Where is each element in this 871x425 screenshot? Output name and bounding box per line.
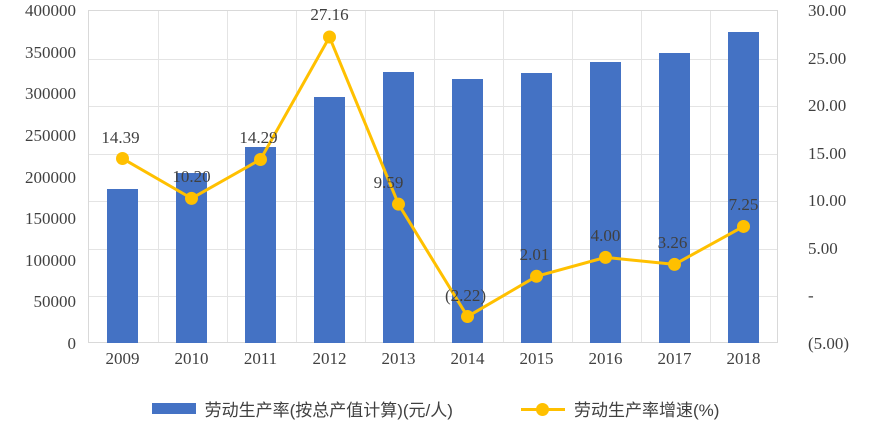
x-tick-2011: 2011 <box>243 349 278 368</box>
x-tick-2014: 2014 <box>450 349 485 368</box>
right-tick-10.00: 10.00 <box>808 191 847 211</box>
bar-2012 <box>313 96 346 343</box>
left-tick-50000: 50000 <box>33 292 77 312</box>
bar-2011 <box>244 147 277 343</box>
line-marker-swatch-icon <box>520 402 565 416</box>
right-tick-15.00: 15.00 <box>808 143 847 163</box>
data-label-2017: 3.26 <box>657 233 688 253</box>
data-label-2011: 14.29 <box>239 128 278 148</box>
left-tick-100000: 100000 <box>25 250 76 270</box>
data-label-2012: 27.16 <box>310 5 349 25</box>
x-tick-2016: 2016 <box>588 349 623 368</box>
right-tick--: - <box>808 286 814 306</box>
data-label-2013: 9.59 <box>373 173 404 193</box>
chart-legend: 劳动生产率(按总产值计算)(元/人) 劳动生产率增速(%) <box>0 396 871 421</box>
bar-2018 <box>727 32 760 343</box>
x-tick-2015: 2015 <box>519 349 554 368</box>
left-tick-200000: 200000 <box>25 167 76 187</box>
bar-2016 <box>589 62 622 343</box>
left-tick-250000: 250000 <box>25 125 76 145</box>
bar-2017 <box>658 53 691 343</box>
data-label-2014: (2.22) <box>444 285 487 305</box>
bar-swatch-icon <box>151 403 196 414</box>
right-tick-25.00: 25.00 <box>808 48 847 68</box>
bar-2013 <box>382 72 415 343</box>
right-tick-5.00: 5.00 <box>808 238 838 258</box>
legend-label-line: 劳动生产率增速(%) <box>573 401 720 420</box>
right-tick-30.00: 30.00 <box>808 1 847 20</box>
x-tick-2012: 2012 <box>312 349 347 368</box>
left-tick-350000: 350000 <box>25 42 76 62</box>
bar-2009 <box>106 189 139 343</box>
left-tick-400000: 400000 <box>25 1 76 20</box>
x-tick-2013: 2013 <box>381 349 416 368</box>
x-tick-2009: 2009 <box>105 349 140 368</box>
bar-2010 <box>175 173 208 343</box>
left-tick-150000: 150000 <box>25 209 76 229</box>
legend-item-line[interactable]: 劳动生产率增速(%) <box>520 396 720 421</box>
right-tick-20.00: 20.00 <box>808 96 847 116</box>
x-tick-2010: 2010 <box>174 349 209 368</box>
bar-2015 <box>520 73 553 343</box>
x-tick-2017: 2017 <box>657 349 692 368</box>
data-label-2015: 2.01 <box>519 245 550 265</box>
legend-label-bar: 劳动生产率(按总产值计算)(元/人) <box>204 401 453 420</box>
data-label-2010: 10.20 <box>172 167 211 187</box>
data-label-2018: 7.25 <box>728 195 759 215</box>
left-tick-300000: 300000 <box>25 84 76 104</box>
data-label-2009: 14.39 <box>101 127 140 147</box>
data-label-2016: 4.00 <box>590 226 621 246</box>
left-tick-0: 0 <box>67 334 77 353</box>
legend-item-bar[interactable]: 劳动生产率(按总产值计算)(元/人) <box>151 396 453 421</box>
x-tick-2018: 2018 <box>726 349 761 368</box>
right-tick-(5.00): (5.00) <box>808 334 850 353</box>
